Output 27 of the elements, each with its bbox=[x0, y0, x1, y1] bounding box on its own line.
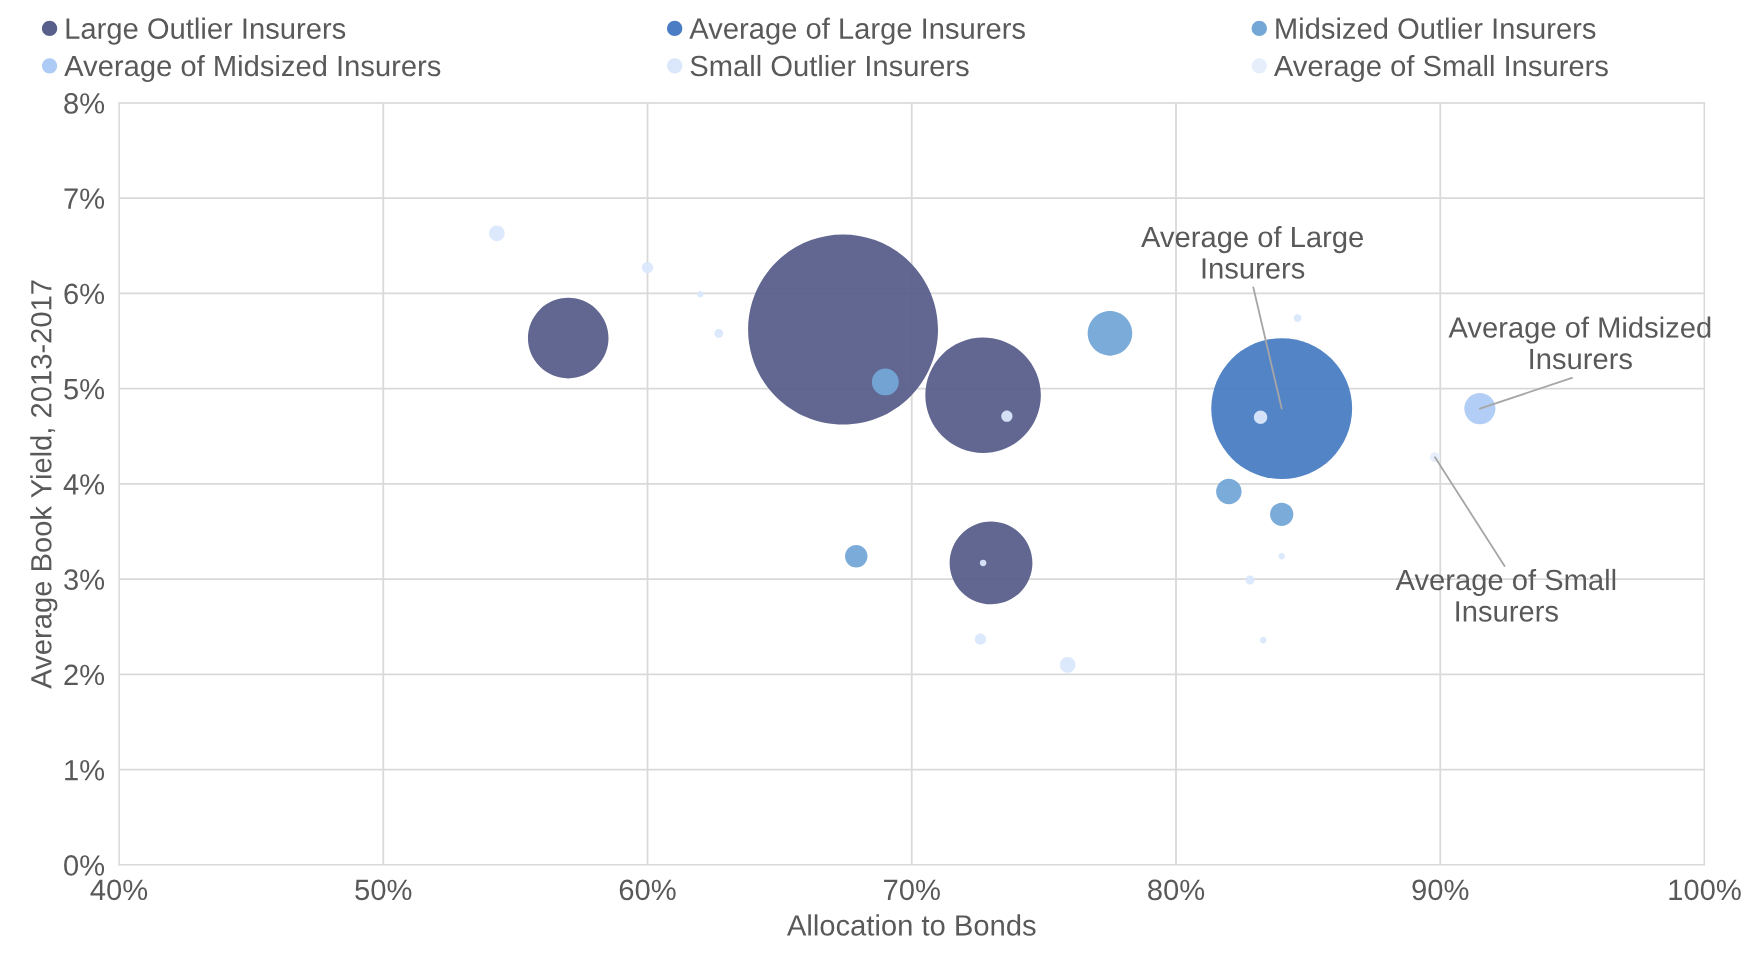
y-tick-label: 8% bbox=[64, 93, 105, 114]
y-tick-label: 1% bbox=[65, 759, 105, 781]
annotation: Average of Large Insurers bbox=[1141, 225, 1363, 279]
y-tick-label: 7% bbox=[64, 188, 105, 209]
y-tick-label: 0% bbox=[64, 855, 105, 876]
y-tick-label: 5% bbox=[64, 378, 105, 400]
y-tick-label: 3% bbox=[64, 569, 105, 590]
x-tick-label: 100% bbox=[1669, 879, 1741, 901]
x-tick-label: 70% bbox=[884, 879, 940, 901]
legend-label: Average of Large Insurers bbox=[689, 17, 1025, 45]
x-tick-label: 90% bbox=[1412, 879, 1469, 901]
x-tick-label: 60% bbox=[619, 879, 676, 901]
y-tick-label: 2% bbox=[64, 664, 105, 686]
x-axis-title: Allocation to Bonds bbox=[786, 914, 1036, 936]
annotation: Average of Small Insurers bbox=[1395, 568, 1616, 622]
y-tick-label: 6% bbox=[64, 283, 105, 305]
annotation: Average of Midsized Insurers bbox=[1448, 316, 1711, 370]
legend-label: Midsized Outlier Insurers bbox=[1276, 17, 1596, 39]
legend-label: Large Outlier Insurers bbox=[66, 17, 346, 45]
legend-label: Average of Midsized Insurers bbox=[64, 54, 441, 83]
x-tick-label: 80% bbox=[1148, 879, 1205, 901]
y-tick-label: 4% bbox=[63, 474, 105, 495]
legend-label: Small Outlier Insurers bbox=[690, 54, 969, 77]
x-tick-label: 50% bbox=[355, 879, 412, 901]
legend-label: Average of Small Insurers bbox=[1273, 54, 1608, 83]
x-tick-label: 40% bbox=[90, 879, 148, 901]
y-axis-title: Average Book Yield, 2013-2017 bbox=[30, 280, 58, 689]
